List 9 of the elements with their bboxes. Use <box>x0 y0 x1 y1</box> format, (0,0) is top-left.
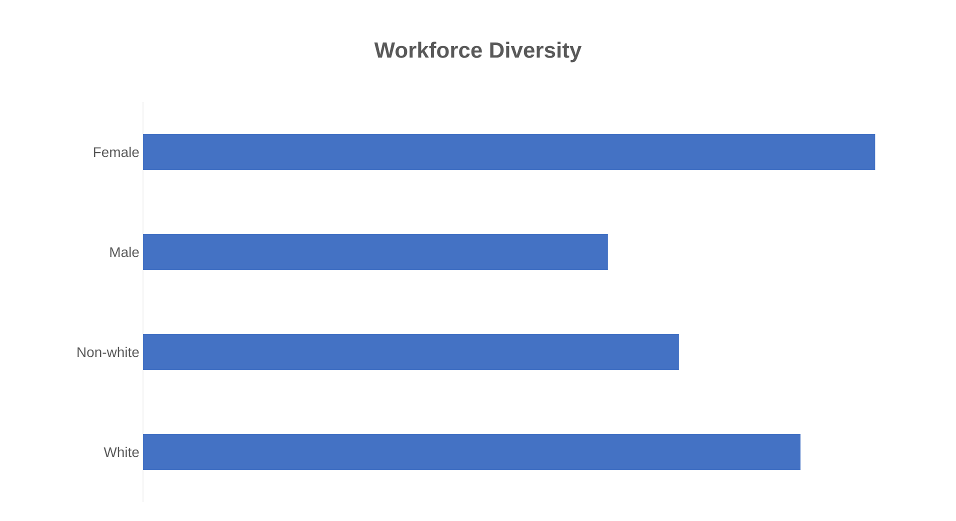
y-tick-label: Non-white <box>78 346 139 358</box>
y-tick-label: Male <box>110 246 139 258</box>
chart-title: Workforce Diversity <box>374 42 582 62</box>
bar <box>143 334 679 370</box>
bar <box>143 234 608 270</box>
y-tick-label: Female <box>94 146 139 158</box>
y-tick-label: White <box>104 446 139 458</box>
bar <box>143 134 876 170</box>
bar <box>143 434 800 470</box>
